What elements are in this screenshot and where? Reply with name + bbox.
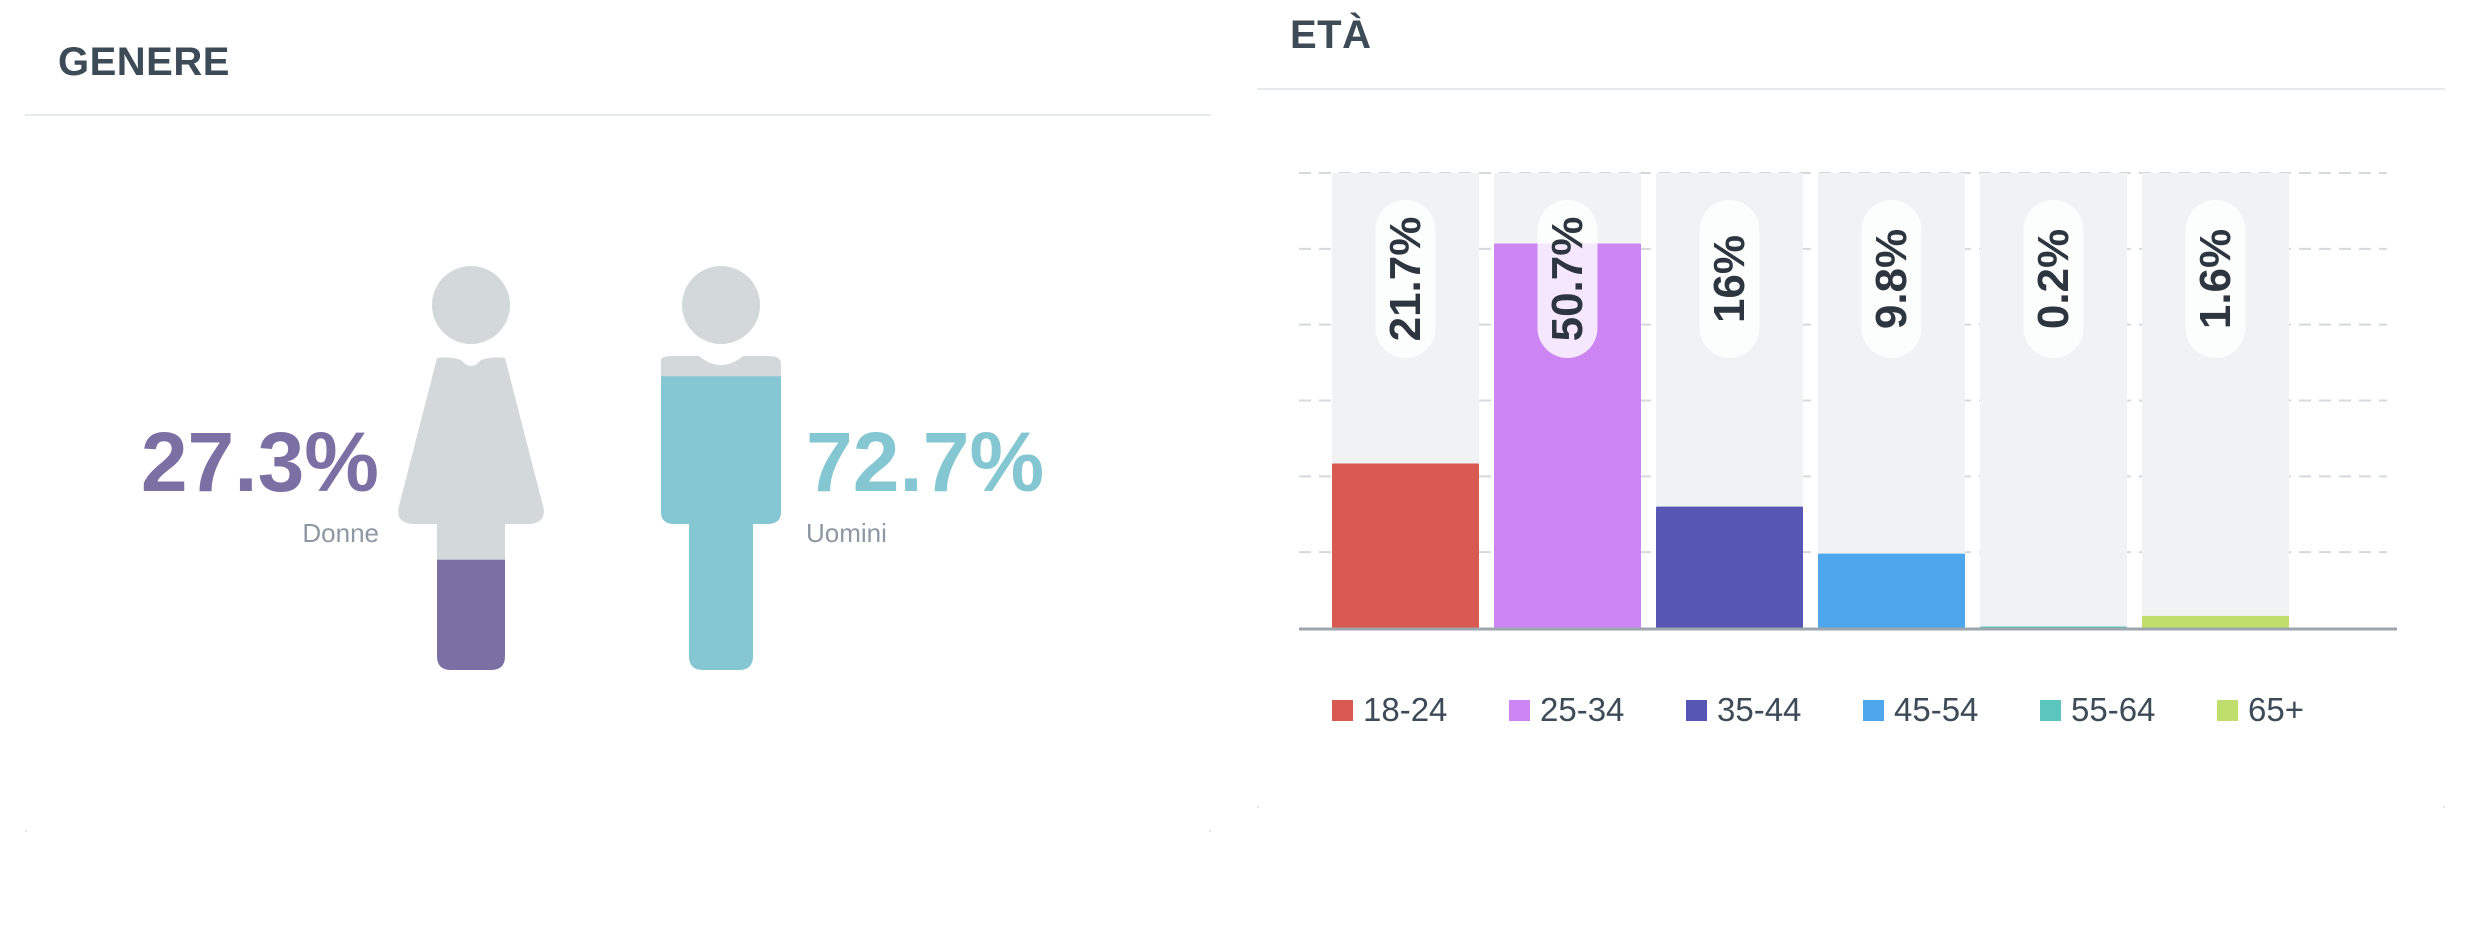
male-figure-icon [661,266,781,670]
value-label: 50.7% [1543,217,1592,342]
legend-label: 35-44 [1717,691,1802,728]
legend-label: 65+ [2248,691,2304,728]
bar-45-54 [1818,553,1965,628]
legend-swatch [2217,699,2238,721]
female-figure-icon [398,266,544,670]
male-figure-fill [661,376,781,670]
age-title: ETÀ [1290,13,1372,57]
bar-18-24 [1332,463,1479,628]
value-label-pill [1699,200,1760,358]
gender-figures [398,266,781,670]
value-label: 9.8% [1867,229,1916,329]
value-label-pill [1861,200,1922,358]
legend-swatch [1509,699,1530,721]
legend-swatch [1863,699,1884,721]
gender-corner-dot [1209,830,1211,832]
value-label: 21.7% [1381,217,1430,342]
legend-item: 35-44 [1686,690,1801,730]
value-label: 0.2% [2029,229,2078,329]
legend-item: 45-54 [1863,690,1978,730]
bar-35-44 [1656,506,1803,628]
legend-item: 65+ [2217,690,2304,730]
gender-panel: GENERE 27.3% Donne 72.7% Uomini [25,0,1211,832]
gender-corner-dot [25,830,27,832]
legend-label: 25-34 [1540,691,1625,728]
legend-label: 18-24 [1363,691,1448,728]
gender-title: GENERE [58,40,230,84]
bar-65+ [2142,615,2289,628]
legend-item: 25-34 [1509,690,1624,730]
value-label-pill [2023,200,2084,358]
female-figure-fill [398,559,544,670]
legend-item: 55-64 [2040,690,2155,730]
male-label: Uomini [806,518,887,548]
legend-swatch [1332,699,1353,721]
male-percent: 72.7% [806,415,1045,509]
value-label-pill [1537,200,1598,358]
age-corner-dot [2443,806,2445,808]
legend-label: 55-64 [2071,691,2156,728]
value-label: 16% [1705,235,1754,323]
legend-swatch [2040,699,2061,721]
legend-label: 45-54 [1894,691,1979,728]
legend-item: 18-24 [1332,690,1447,730]
value-label-pill [2185,200,2246,358]
age-panel: ETÀ 21.7% 50.7% 16% 9.8% 0.2% 1.6% 18-24 25-34… [1257,0,2445,808]
gender-title-divider [25,114,1211,116]
value-label: 1.6% [2191,229,2240,329]
legend-swatch [1686,699,1707,721]
age-corner-dot [1257,806,1259,808]
bar-25-34 [1494,243,1641,628]
female-percent: 27.3% [140,415,379,509]
female-label: Donne [302,518,379,548]
age-title-divider [1257,88,2445,90]
value-label-pill [1375,200,1436,358]
age-bar-chart: 21.7% 50.7% 16% 9.8% 0.2% 1.6% [1299,172,2397,631]
